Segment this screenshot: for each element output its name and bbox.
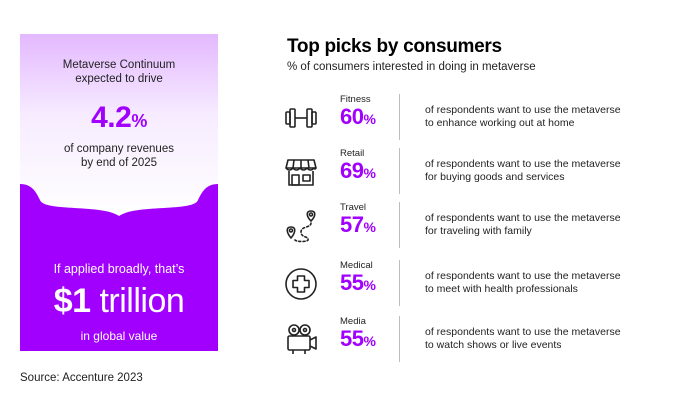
stat-panel: Metaverse Continuum expected to drive 4.… (20, 34, 218, 351)
list-item: Media 55% of respondents want to use the… (283, 316, 683, 364)
video-camera-icon (287, 324, 317, 354)
list-item: Medical 55% of respondents want to use t… (283, 260, 683, 308)
list-item: Fitness 60% of respondents want to use t… (283, 94, 683, 142)
category-percent: 60% (340, 104, 376, 129)
category-label: Retail (340, 148, 365, 159)
category-label: Medical (340, 260, 373, 271)
page-subtitle: % of consumers interested in doing in me… (287, 61, 536, 73)
category-label: Fitness (340, 94, 371, 105)
source-note: Source: Accenture 2023 (20, 372, 143, 384)
divider (399, 94, 400, 140)
divider (399, 260, 400, 306)
list-item: Travel 57% of respondents want to use th… (283, 202, 683, 250)
divider (399, 148, 400, 194)
page-title: Top picks by consumers (287, 36, 502, 57)
category-percent: 57% (340, 212, 376, 237)
row-description: of respondents want to use the metaverse… (425, 326, 621, 351)
row-description: of respondents want to use the metaverse… (425, 212, 621, 237)
divider (399, 202, 400, 248)
panel-intro-2: of company revenues by end of 2025 (64, 143, 174, 169)
storefront-icon (285, 159, 317, 186)
row-description: of respondents want to use the metaverse… (425, 158, 621, 183)
divider (399, 316, 400, 362)
panel-background (20, 34, 218, 351)
category-percent: 55% (340, 326, 376, 351)
panel-bottom-intro: If applied broadly, that’s (53, 262, 185, 276)
category-label: Travel (340, 202, 367, 213)
row-description: of respondents want to use the metaverse… (425, 104, 621, 129)
category-label: Media (340, 316, 366, 327)
revenue-percent: 4.2% (91, 101, 147, 134)
list-item: Retail 69% of respondents want to use th… (283, 148, 683, 196)
category-percent: 69% (340, 158, 376, 183)
global-value-amount: $1 trillion (53, 282, 185, 320)
category-percent: 55% (340, 270, 376, 295)
dumbbell-icon (285, 108, 317, 128)
travel-route-icon (286, 210, 316, 243)
row-description: of respondents want to use the metaverse… (425, 270, 621, 295)
panel-intro: Metaverse Continuum expected to drive (62, 59, 176, 85)
medical-cross-icon (285, 268, 317, 300)
panel-bottom-caption: in global value (80, 329, 158, 343)
